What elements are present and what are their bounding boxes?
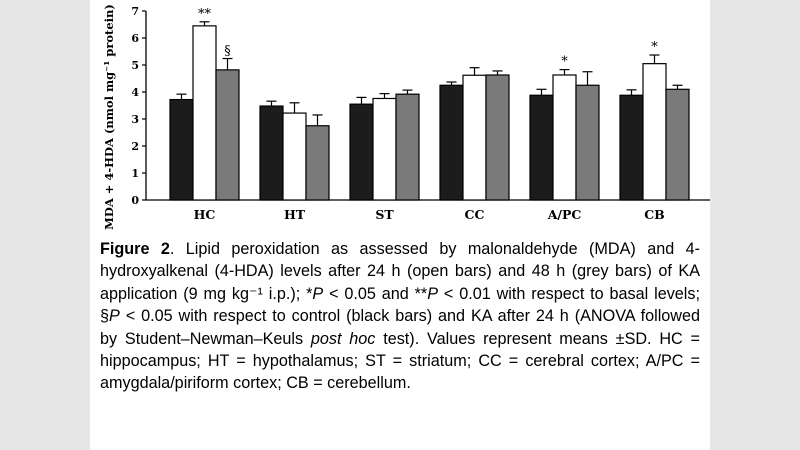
- bar: [462, 74, 487, 201]
- bar: [395, 93, 420, 201]
- bar: [439, 84, 464, 201]
- y-tick-label: 0: [131, 194, 139, 207]
- y-tick-label: 5: [131, 59, 139, 72]
- x-tick-label: CB: [644, 207, 665, 222]
- y-tick-label: 6: [131, 32, 139, 45]
- bar: [305, 125, 330, 201]
- x-tick-label: HT: [284, 207, 306, 222]
- bar: [192, 25, 217, 201]
- y-tick-label: 1: [131, 167, 139, 180]
- bar: [259, 105, 284, 201]
- bar: [665, 88, 690, 201]
- significance-marker: **: [198, 7, 212, 22]
- caption-text-part: < 0.05 with respect to control (black ba…: [100, 307, 700, 348]
- bar: [169, 98, 194, 201]
- figure: 0 1 2 3 4 5 6 7 HC HT ST CC A/PC CB ** § * * MDA + 4-HDA …: [90, 0, 710, 450]
- caption-posthoc: post hoc: [310, 329, 376, 348]
- bar: [282, 112, 307, 201]
- bar: [349, 103, 374, 201]
- caption-text-part: . Lipid peroxidation as assessed by malo…: [100, 240, 700, 303]
- bar: [485, 74, 510, 201]
- x-tick-label: ST: [375, 207, 394, 222]
- caption-text-part: < 0.01 with respect to basal levels; §: [100, 284, 700, 326]
- caption-label: Figure 2: [100, 240, 170, 258]
- significance-marker: *: [651, 40, 658, 55]
- bar: [575, 84, 600, 201]
- left-background-band: [0, 0, 90, 450]
- y-tick-label: 3: [131, 113, 139, 126]
- x-tick-label: HC: [194, 207, 216, 222]
- bar: [642, 63, 667, 201]
- y-axis-label-box: MDA + 4-HDA (nmol mg⁻¹ protein): [100, 4, 118, 230]
- caption-p-symbol: P: [109, 307, 120, 326]
- caption-text-part: test). Values represent means ±SD. HC = …: [100, 329, 700, 393]
- bar: [372, 97, 397, 201]
- y-tick-label: 7: [131, 5, 139, 18]
- bar: [619, 94, 644, 201]
- y-axis-label: MDA + 4-HDA (nmol mg⁻¹ protein): [102, 4, 116, 230]
- caption-text-part: < 0.05 and **: [323, 284, 428, 303]
- bar: [215, 69, 240, 201]
- right-background-band: [710, 0, 800, 450]
- figure-caption: Figure 2. Lipid peroxidation as assessed…: [100, 238, 700, 395]
- caption-p-symbol: P: [312, 284, 324, 303]
- y-tick-label: 4: [131, 86, 139, 99]
- significance-marker: §: [224, 44, 231, 59]
- x-tick-label: A/PC: [547, 207, 582, 222]
- caption-p-symbol: P: [427, 284, 439, 303]
- bar: [529, 94, 554, 201]
- x-tick-label: CC: [465, 207, 485, 222]
- bar: [552, 74, 577, 201]
- significance-marker: *: [561, 55, 568, 70]
- y-tick-label: 2: [131, 140, 139, 153]
